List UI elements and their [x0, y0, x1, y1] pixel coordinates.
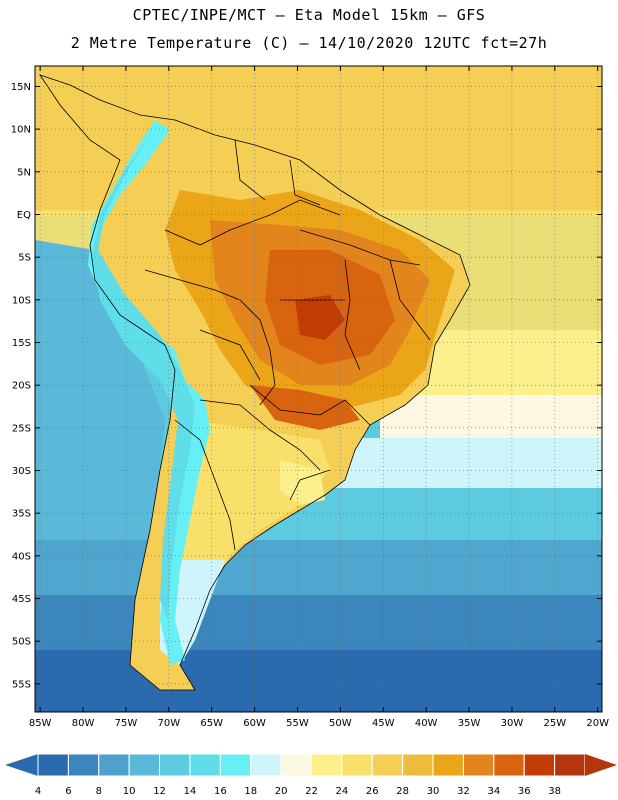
colorbar-swatch [523, 753, 556, 777]
colorbar-swatch [371, 753, 404, 777]
colorbar-swatch [67, 753, 100, 777]
colorbar-swatch [189, 753, 221, 777]
lat-label: 35S [12, 509, 31, 520]
colorbar-swatch [98, 753, 130, 777]
graticule [35, 66, 602, 712]
lat-label: 55S [12, 679, 31, 690]
lon-label: 25W [544, 718, 567, 729]
lat-label: EQ [17, 210, 31, 221]
colorbar-label: 6 [65, 786, 71, 797]
lat-label: 20S [12, 381, 31, 392]
colorbar-label: 22 [305, 786, 318, 797]
colorbar-swatch [311, 753, 343, 777]
lon-label: 45W [372, 718, 395, 729]
colorbar-label: 30 [427, 786, 440, 797]
colorbar-swatch [159, 753, 191, 777]
map-frame [34, 65, 603, 713]
lon-label: 80W [72, 718, 95, 729]
lon-label: 35W [458, 718, 481, 729]
lat-label: 50S [12, 637, 31, 648]
colorbar-label: 32 [457, 786, 470, 797]
colorbar-swatch [219, 753, 252, 777]
map-field [35, 66, 602, 712]
title-line-2: 2 Metre Temperature (C) – 14/10/2020 12U… [70, 34, 548, 52]
lat-label: 10N [11, 125, 31, 136]
colorbar-label: 20 [275, 786, 288, 797]
lat-label: 15N [11, 82, 31, 93]
colorbar-label: 24 [336, 786, 349, 797]
colorbar-label: 34 [487, 786, 500, 797]
lat-label: 30S [12, 466, 31, 477]
lon-label: 75W [115, 718, 138, 729]
colorbar-label: 8 [96, 786, 102, 797]
colorbar-swatch [462, 753, 495, 777]
colorbar-swatch [128, 753, 161, 777]
lon-label: 60W [243, 718, 266, 729]
temperature-map: 15N 10N 5N EQ 5S 10S 15S 20S 25S 30S 35S 40S 45S 50S 5… [11, 65, 609, 729]
colorbar-label: 10 [123, 786, 136, 797]
lat-label: 5N [17, 167, 31, 178]
colorbar-label: 14 [184, 786, 197, 797]
colorbar-overflow-arrow [585, 754, 617, 776]
colorbar-swatch [280, 753, 313, 777]
lat-label: 5S [18, 253, 31, 264]
colorbar-label: 28 [396, 786, 409, 797]
lon-label: 50W [329, 718, 352, 729]
colorbar-swatch [554, 753, 586, 777]
lon-label: 70W [158, 718, 181, 729]
lat-label: 25S [12, 423, 31, 434]
lat-label: 40S [12, 551, 31, 562]
colorbar-underflow-arrow [5, 754, 38, 776]
lat-label: 45S [12, 594, 31, 605]
colorbar-label: 18 [244, 786, 257, 797]
colorbar-swatch [37, 753, 69, 777]
colorbar-swatch [250, 753, 282, 777]
lat-label: 15S [12, 338, 31, 349]
colorbar-label: 4 [35, 786, 41, 797]
lon-label: 85W [29, 718, 52, 729]
colorbar-label: 16 [214, 786, 227, 797]
colorbar-swatch [402, 753, 434, 777]
colorbar: 4 6 8 10 12 14 16 18 20 22 24 26 28 30 32 34 36 38 [5, 753, 617, 797]
lon-label: 65W [200, 718, 223, 729]
colorbar-label: 12 [153, 786, 166, 797]
colorbar-label: 36 [518, 786, 531, 797]
colorbar-swatch [432, 753, 464, 777]
lon-label: 30W [501, 718, 524, 729]
lat-label: 10S [12, 295, 31, 306]
colorbar-swatch [493, 753, 525, 777]
lon-label: 55W [286, 718, 309, 729]
colorbar-swatch [341, 753, 373, 777]
title-line-1: CPTEC/INPE/MCT – Eta Model 15km – GFS [132, 6, 486, 24]
colorbar-label: 26 [366, 786, 379, 797]
colorbar-label: 38 [548, 786, 561, 797]
lon-label: 20W [586, 718, 609, 729]
lon-label: 40W [415, 718, 438, 729]
